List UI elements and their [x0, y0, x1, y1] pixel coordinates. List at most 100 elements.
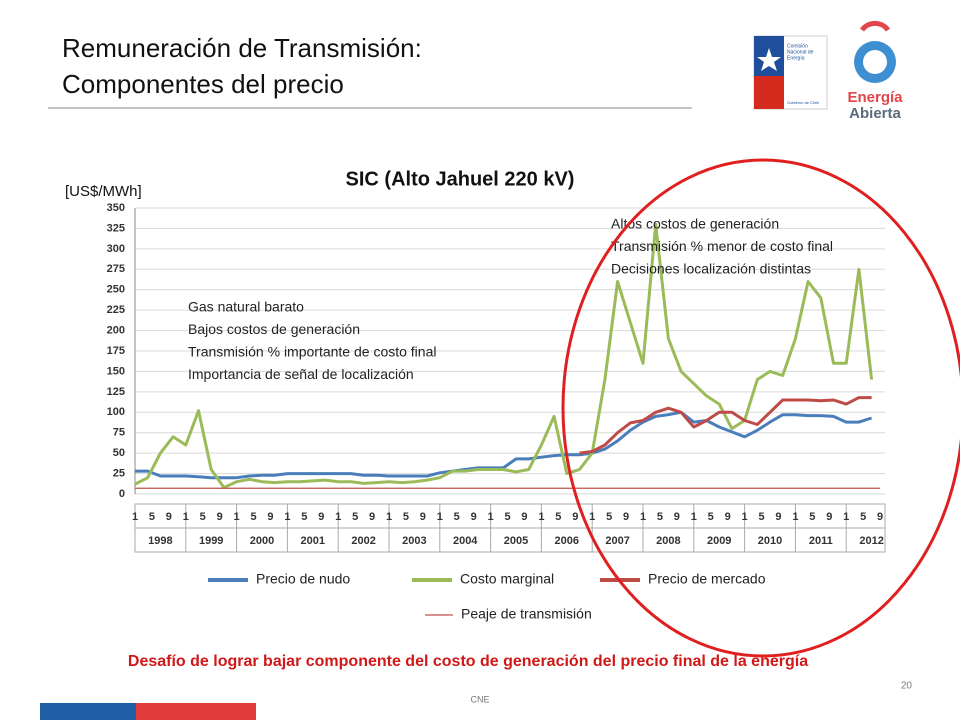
month-tick-label: 9 [166, 511, 172, 523]
year-label: 2004 [453, 535, 478, 547]
y-tick-label: 300 [107, 243, 125, 255]
month-tick-label: 5 [708, 511, 714, 523]
month-tick-label: 9 [877, 511, 883, 523]
month-tick-label: 5 [758, 511, 764, 523]
footer-source: CNE [470, 694, 489, 704]
month-tick-label: 1 [488, 511, 494, 523]
month-tick-label: 1 [843, 511, 849, 523]
annotation: Transmisión % importante de costo final [188, 344, 436, 360]
month-tick-label: 9 [572, 511, 578, 523]
month-tick-label: 1 [335, 511, 341, 523]
month-tick-label: 5 [149, 511, 155, 523]
y-tick-label: 50 [113, 447, 125, 459]
annotation: Transmisión % menor de costo final [611, 238, 833, 254]
year-label: 2002 [351, 535, 375, 547]
series-line [134, 222, 874, 489]
chart-title: SIC (Alto Jahuel 220 kV) [346, 168, 575, 190]
brand-logo: Energía Abierta [847, 20, 903, 122]
logo-text: Comisión [787, 43, 808, 49]
y-tick-label: 100 [107, 406, 125, 418]
logo-text: Nacional de [787, 49, 814, 55]
y-tick-label: 0 [119, 488, 125, 500]
y-tick-label: 25 [113, 467, 125, 479]
y-tick-label: 275 [107, 263, 125, 275]
y-tick-label: 350 [107, 202, 125, 214]
y-tick-label: 250 [107, 284, 125, 296]
month-tick-label: 1 [437, 511, 443, 523]
annotation: Decisiones localización distintas [611, 261, 811, 277]
footer-bar [136, 703, 256, 720]
y-tick-label: 150 [107, 365, 125, 377]
month-tick-label: 5 [454, 511, 460, 523]
month-tick-label: 5 [250, 511, 256, 523]
y-tick-label: 325 [107, 222, 125, 234]
month-tick-label: 1 [640, 511, 646, 523]
page-number: 20 [901, 681, 913, 692]
plot: 0 25 50 75 100 125 150 175 200 225 250 275 300 325 350… [107, 202, 886, 622]
year-label: 2006 [555, 535, 579, 547]
month-tick-label: 1 [234, 511, 240, 523]
month-tick-label: 5 [606, 511, 612, 523]
annotation: Gas natural barato [188, 299, 304, 315]
y-tick-label: 175 [107, 345, 125, 357]
month-tick-label: 9 [674, 511, 680, 523]
annotation: Bajos costos de generación [188, 321, 360, 337]
brand-text: Energía [847, 89, 903, 106]
y-tick-label: 200 [107, 324, 125, 336]
month-tick-label: 1 [589, 511, 595, 523]
year-label: 2005 [504, 535, 528, 547]
month-tick-label: 1 [132, 511, 138, 523]
month-tick-label: 5 [200, 511, 206, 523]
month-tick-label: 9 [369, 511, 375, 523]
legend-label: Peaje de transmisión [461, 606, 592, 622]
year-label: 2000 [250, 535, 274, 547]
month-tick-label: 9 [471, 511, 477, 523]
year-label: 2007 [605, 535, 629, 547]
highlight-circle [561, 158, 960, 658]
footer-bar [40, 703, 136, 720]
series-line [135, 410, 873, 480]
month-tick-label: 1 [691, 511, 697, 523]
month-tick-label: 9 [318, 511, 324, 523]
month-tick-label: 5 [860, 511, 866, 523]
year-label: 1998 [148, 535, 172, 547]
month-tick-label: 9 [267, 511, 273, 523]
series-line [579, 396, 872, 455]
month-tick-label: 5 [403, 511, 409, 523]
month-tick-label: 1 [538, 511, 544, 523]
y-tick-label: 75 [113, 427, 125, 439]
month-tick-label: 5 [809, 511, 815, 523]
month-tick-label: 1 [183, 511, 189, 523]
month-tick-label: 9 [217, 511, 223, 523]
slide-title: Componentes del precio [62, 69, 344, 99]
month-tick-label: 1 [386, 511, 392, 523]
month-tick-label: 5 [555, 511, 561, 523]
slide-title: Remuneración de Transmisión: [62, 33, 422, 63]
logo-text: Gobierno de Chile [787, 100, 820, 105]
year-label: 2008 [656, 535, 680, 547]
month-tick-label: 1 [284, 511, 290, 523]
year-label: 2003 [402, 535, 426, 547]
y-tick-label: 125 [107, 386, 125, 398]
month-tick-label: 9 [725, 511, 731, 523]
brand-text: Abierta [849, 105, 901, 122]
year-label: 1999 [199, 535, 223, 547]
annotation: Altos costos de generación [611, 216, 779, 232]
month-tick-label: 9 [420, 511, 426, 523]
legend-label: Precio de nudo [256, 571, 350, 587]
statement: Desafío de lograr bajar componente del c… [128, 653, 808, 670]
year-label: 2011 [809, 535, 833, 547]
month-tick-label: 1 [742, 511, 748, 523]
y-axis-label: [US$/MWh] [65, 183, 142, 200]
annotation: Importancia de señal de localización [188, 366, 414, 382]
month-tick-label: 5 [301, 511, 307, 523]
legend-label: Precio de mercado [648, 571, 766, 587]
month-tick-label: 9 [521, 511, 527, 523]
y-tick-label: 225 [107, 304, 125, 316]
month-tick-label: 9 [775, 511, 781, 523]
month-tick-label: 1 [792, 511, 798, 523]
month-tick-label: 5 [504, 511, 510, 523]
gov-logo: Comisión Nacional de Energía Gobierno de… [753, 35, 828, 110]
year-label: 2012 [859, 535, 883, 547]
